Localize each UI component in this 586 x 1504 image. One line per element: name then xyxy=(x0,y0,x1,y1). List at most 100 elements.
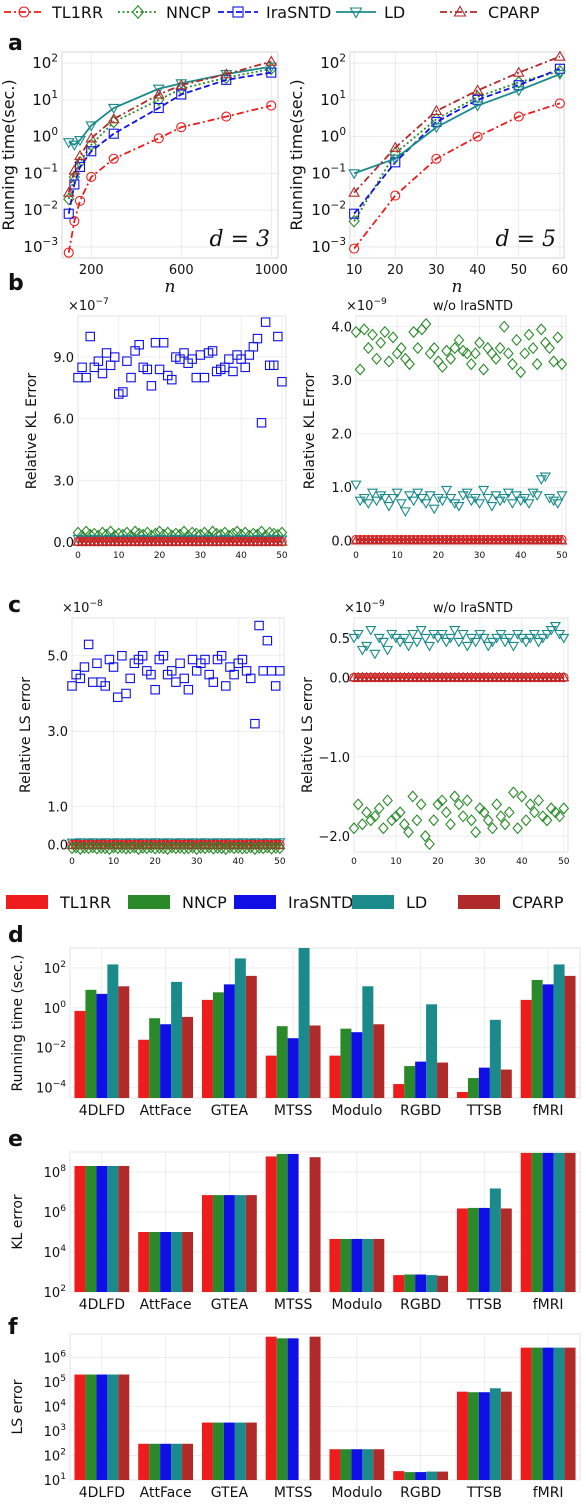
chart-c-right: 0 10 20 30 40 50 −2.0 −1.0 0.0 0.5 ×10−9 w/o lraSNT… xyxy=(300,599,570,867)
point-LD xyxy=(444,633,457,644)
point-NNCP xyxy=(519,347,531,360)
point-LD xyxy=(461,488,473,499)
point-LD xyxy=(512,86,525,97)
point-NNCP xyxy=(348,822,360,835)
category-label: RGBD xyxy=(400,1103,441,1119)
point-NNCP xyxy=(149,842,161,855)
point-NNCP xyxy=(361,806,372,819)
point-CPARP xyxy=(85,132,98,143)
category-label: Modulo xyxy=(331,1297,382,1313)
bar-TL1RR-fMRI xyxy=(520,999,532,1098)
y-tick-label: 0.0 xyxy=(47,838,68,853)
point-lraSNTD xyxy=(117,650,127,661)
bar-CPARP-RGBD xyxy=(437,1062,449,1098)
point-lraSNTD xyxy=(83,639,94,650)
y-tick-label: 105 xyxy=(44,1374,66,1391)
point-LD xyxy=(265,62,278,73)
point-NNCP xyxy=(499,818,511,831)
point-lraSNTD xyxy=(67,681,77,691)
point-LD xyxy=(553,69,566,81)
point-lraSNTD xyxy=(266,666,277,676)
x-tick-label: 0 xyxy=(75,551,81,561)
point-NNCP xyxy=(253,841,265,854)
point-TL1RR xyxy=(266,100,277,111)
point-lraSNTD xyxy=(142,364,153,375)
category-label: Modulo xyxy=(331,1103,382,1119)
point-NNCP xyxy=(158,842,169,855)
point-NNCP xyxy=(367,328,378,341)
point-LD xyxy=(515,496,527,507)
point-NNCP xyxy=(266,842,277,855)
point-NNCP xyxy=(274,842,286,855)
bar-CPARP-MTSS xyxy=(309,1025,321,1098)
exponent-label: ×10−9 xyxy=(346,297,387,314)
point-lraSNTD xyxy=(244,350,255,360)
x-tick-label: 50 xyxy=(274,857,286,867)
point-NNCP xyxy=(203,841,215,854)
bar-CPARP-TTSB xyxy=(500,1069,512,1098)
point-TL1RR xyxy=(349,243,360,254)
y-tick-label: 108 xyxy=(44,1164,67,1181)
x-tick-label: 20 xyxy=(149,857,161,867)
point-NNCP xyxy=(527,342,539,355)
point-NNCP xyxy=(552,331,564,344)
point-LD xyxy=(408,496,420,507)
x-tick-label: 20 xyxy=(433,551,445,561)
point-LD xyxy=(519,493,531,504)
point-NNCP xyxy=(416,323,428,336)
point-NNCP xyxy=(116,841,128,854)
x-tick-label: 40 xyxy=(469,263,486,278)
x-tick-label: 10 xyxy=(391,551,403,561)
point-NNCP xyxy=(428,342,440,355)
point-NNCP xyxy=(478,363,489,376)
point-NNCP xyxy=(79,841,90,854)
plot-frame xyxy=(71,617,285,853)
point-LD xyxy=(387,493,399,504)
point-TL1RR xyxy=(221,111,232,122)
bar-LD-Modulo xyxy=(362,1238,374,1292)
point-CPARP xyxy=(558,671,570,682)
point-NNCP xyxy=(195,841,207,854)
y-tick-label: 102 xyxy=(44,1448,66,1465)
point-NNCP xyxy=(183,842,194,855)
point-NNCP xyxy=(529,806,540,819)
y-axis-label: Running time(sec.) xyxy=(0,79,18,230)
bar-CPARP-4DLFD xyxy=(118,1374,130,1480)
x-tick-label: 20 xyxy=(432,857,444,867)
bar-LD-Modulo xyxy=(362,1449,374,1480)
bar-TL1RR-AttFace xyxy=(138,1443,150,1480)
x-tick-label: 30 xyxy=(195,551,207,561)
bar-CPARP-AttFace xyxy=(182,1443,194,1480)
point-LD xyxy=(361,641,373,652)
point-LD xyxy=(502,488,514,499)
point-NNCP xyxy=(495,810,507,823)
bar-CPARP-4DLFD xyxy=(118,1165,130,1292)
point-CPARP xyxy=(512,66,525,77)
point-NNCP xyxy=(558,802,570,815)
y-tick-label: 6.0 xyxy=(53,413,74,428)
point-lraSNTD xyxy=(472,94,483,105)
bar-CPARP-TTSB xyxy=(500,1391,512,1480)
point-NNCP xyxy=(554,810,565,823)
point-NNCP xyxy=(249,842,261,856)
point-lraSNTD xyxy=(100,681,111,691)
point-LD xyxy=(348,169,361,180)
point-LD xyxy=(366,488,379,499)
bar-TL1RR-GTEA xyxy=(201,1195,213,1292)
point-lraSNTD xyxy=(275,666,285,676)
bar-TL1RR-RGBD xyxy=(393,1084,405,1098)
point-lraSNTD xyxy=(240,362,250,373)
point-NNCP xyxy=(556,358,568,371)
point-LD xyxy=(541,629,553,640)
series-line-TL1RR xyxy=(353,102,561,250)
point-CPARP xyxy=(348,186,361,197)
point-NNCP xyxy=(382,794,393,807)
point-NNCP xyxy=(378,822,389,835)
point-TL1RR xyxy=(74,195,86,206)
point-lraSNTD xyxy=(158,650,169,661)
exponent-label: ×10−7 xyxy=(68,297,109,314)
panel-label-e: e xyxy=(8,1127,23,1152)
point-lraSNTD xyxy=(146,669,156,680)
point-lraSNTD xyxy=(262,635,273,646)
point-NNCP xyxy=(387,331,399,344)
